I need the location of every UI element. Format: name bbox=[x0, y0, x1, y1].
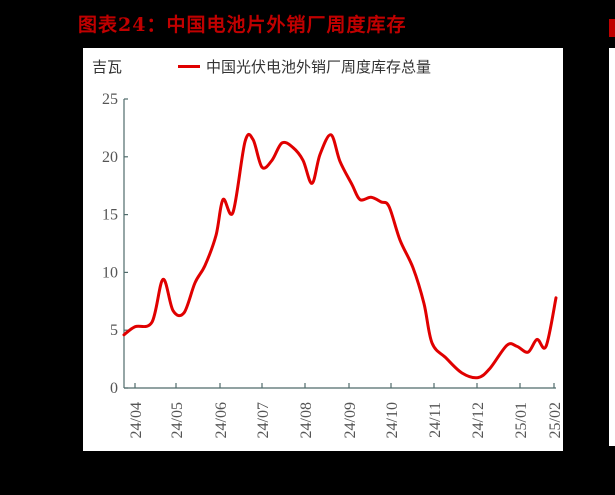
legend-swatch bbox=[178, 65, 200, 68]
y-axis-unit-label: 吉瓦 bbox=[92, 58, 123, 76]
x-tick-label: 25/01 bbox=[513, 402, 530, 438]
y-tick-label: 5 bbox=[110, 322, 118, 339]
y-tick-label: 15 bbox=[102, 207, 118, 224]
y-tick-label: 0 bbox=[110, 380, 118, 397]
y-tick-label: 25 bbox=[102, 91, 118, 108]
x-tick-label: 24/05 bbox=[169, 402, 186, 438]
x-tick-label: 25/02 bbox=[547, 402, 564, 438]
x-tick-label: 24/07 bbox=[255, 402, 272, 438]
inventory-line bbox=[122, 132, 558, 380]
x-tick-label: 24/04 bbox=[128, 402, 145, 438]
x-tick-label: 24/12 bbox=[470, 402, 487, 438]
legend-label: 中国光伏电池外销厂周度库存总量 bbox=[206, 58, 432, 76]
x-tick-label: 24/10 bbox=[384, 402, 401, 438]
adjacent-chart-title-edge bbox=[609, 19, 615, 37]
x-tick-label: 24/08 bbox=[298, 402, 315, 438]
x-tick-label: 24/06 bbox=[213, 402, 230, 438]
chart-panel bbox=[83, 48, 563, 451]
y-tick-label: 20 bbox=[102, 149, 118, 166]
adjacent-chart-panel-edge bbox=[609, 48, 615, 446]
y-tick-label: 10 bbox=[102, 264, 118, 281]
legend: 中国光伏电池外销厂周度库存总量 bbox=[178, 56, 431, 77]
chart-title: 图表24：中国电池片外销厂周度库存 bbox=[78, 14, 407, 36]
x-tick-label: 24/09 bbox=[342, 402, 359, 438]
x-tick-label: 24/11 bbox=[427, 402, 444, 438]
